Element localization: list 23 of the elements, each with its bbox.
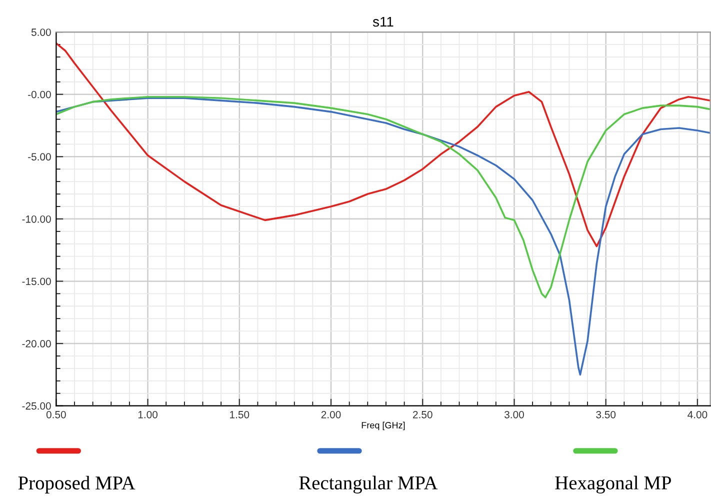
line-series [56,97,710,376]
legend-label: Rectangular MPA [299,476,438,494]
y-tick-label: 5.00 [31,28,51,36]
y-tick-label: -20.00 [22,340,51,348]
y-tick-label: -10.00 [22,215,51,223]
y-tick-label: -5.00 [28,153,51,161]
x-axis-title: Freq [GHz] [362,422,405,430]
line-series [56,96,710,298]
y-tick-label: -25.00 [22,402,51,410]
chart-title: s11 [372,16,394,27]
x-tick-label: 2.50 [413,410,432,418]
x-tick-label: 0.50 [46,410,66,418]
y-tick-label: -15.00 [22,278,51,286]
line-series [56,42,710,248]
x-tick-label: 3.00 [504,410,524,418]
x-tick-label: 2.00 [321,410,341,418]
x-tick-label: 1.50 [230,410,250,418]
legend-label: Hexagonal MP [555,476,671,494]
y-tick-label: -0.00 [28,90,51,98]
legend-label: Proposed MPA [18,476,136,494]
x-tick-label: 3.50 [596,410,616,418]
x-tick-label: 1.00 [138,410,158,418]
x-tick-label: 4.00 [688,410,708,418]
